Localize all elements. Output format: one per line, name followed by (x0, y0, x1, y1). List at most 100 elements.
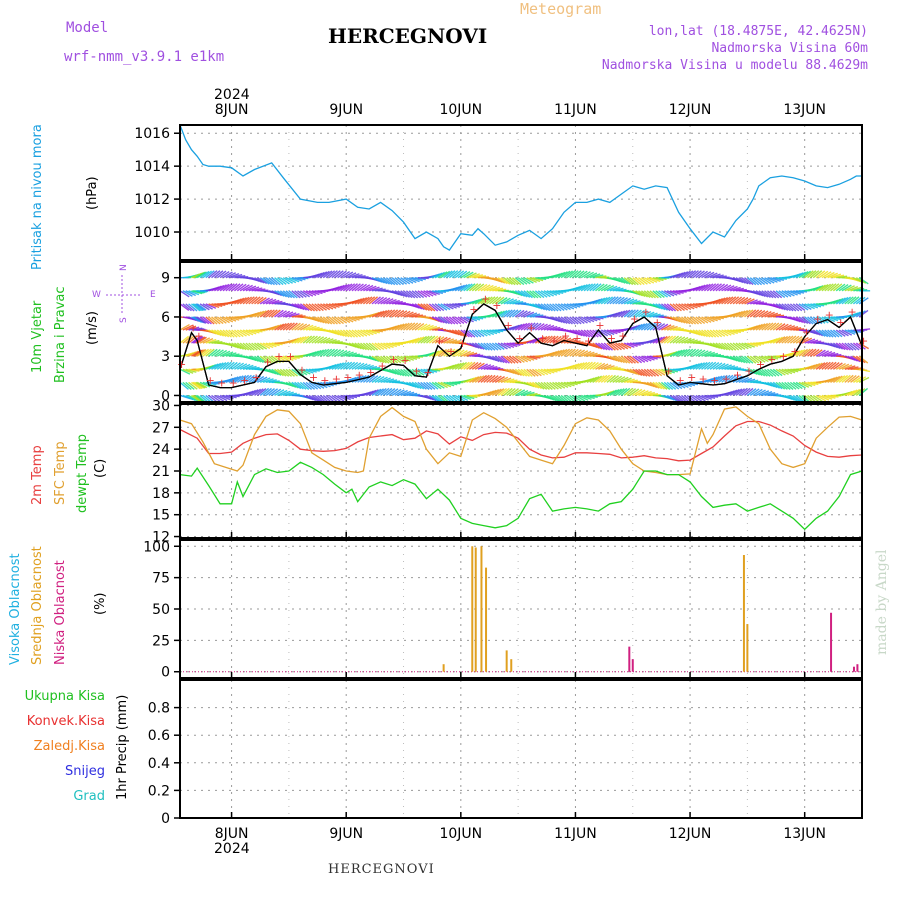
wind-arrow (767, 355, 779, 360)
wind-arrow (741, 377, 753, 384)
wind-arrow (838, 296, 849, 305)
wind-arrow (701, 271, 712, 279)
wind-arrow (463, 271, 474, 279)
wind-arrow (371, 296, 381, 305)
wind-arrow (411, 368, 422, 377)
wind-arrow (761, 355, 772, 362)
wind-arrow (566, 348, 576, 357)
top-year-label: 2024 (214, 87, 250, 103)
wind-arrow (635, 309, 645, 318)
wind-arrow (858, 387, 869, 396)
wind-arrow (500, 355, 510, 364)
wind-arrow (698, 394, 709, 401)
wind-arrow (695, 316, 706, 324)
wind-arrow (841, 364, 853, 370)
wind-arrow (818, 270, 829, 279)
wind-arrow (692, 329, 703, 337)
wind-arrow (643, 277, 655, 284)
wind-arrow (807, 339, 819, 344)
wind-arrow (712, 316, 724, 320)
wind-arrow (838, 363, 850, 370)
wind-arrow (526, 381, 537, 388)
wind-arrow (279, 355, 291, 362)
wind-arrow (208, 339, 220, 344)
wind-arrow (724, 285, 735, 292)
wind-arrow (698, 361, 708, 370)
wind-arrow (729, 286, 741, 292)
wind-arrow (563, 270, 574, 279)
wind-arrow (660, 381, 671, 390)
wind-arrow (850, 388, 861, 397)
wind-arrow (589, 361, 599, 370)
wind-arrow (285, 312, 297, 318)
wind-arrow (449, 340, 461, 344)
wind-arrow (606, 342, 616, 351)
wind-arrow (509, 299, 521, 305)
wind-arrow (655, 303, 666, 311)
wind-arrow (832, 342, 844, 350)
wind-arrow (351, 283, 361, 292)
wind-arrow (546, 335, 556, 344)
wind-arrow (769, 337, 781, 344)
wind-arrow (801, 348, 811, 357)
wind-arrow (749, 355, 760, 364)
wind-arrow (454, 270, 465, 279)
panel-frame (179, 403, 863, 539)
wind-arrow (649, 355, 661, 359)
top-day-label: 9JUN (329, 102, 363, 118)
wind-arrow (517, 310, 528, 318)
wind-arrow (809, 348, 820, 357)
wind-arrow (434, 349, 445, 357)
frame-layer (174, 124, 863, 819)
wind-arrow (746, 277, 757, 286)
wind-arrow (517, 290, 528, 298)
wind-arrow (311, 303, 321, 312)
wind-arrow (812, 285, 824, 292)
wind-arrow (703, 283, 714, 292)
wind-arrow (242, 374, 252, 383)
gust-marker: + (286, 350, 295, 363)
wind-arrow (469, 376, 480, 383)
gust-marker: + (263, 355, 272, 368)
gust-marker: + (676, 374, 685, 387)
wind-arrow (640, 322, 651, 331)
wind-arrow (566, 270, 576, 279)
wind-arrow (394, 389, 405, 397)
wind-arrow (248, 375, 258, 383)
wind-arrow (523, 355, 535, 361)
wind-arrow (830, 342, 841, 349)
wind-arrow (833, 297, 844, 305)
gust-marker: + (446, 345, 455, 358)
wind-arrow (546, 303, 556, 312)
wind-arrow (460, 350, 472, 357)
wind-arrow (635, 368, 645, 377)
wind-arrow (549, 394, 560, 402)
wind-arrow (417, 335, 428, 344)
wind-arrow (408, 381, 420, 389)
wind-arrow (692, 362, 703, 370)
wind-arrow (772, 336, 783, 344)
wind-arrow (454, 316, 465, 325)
wind-arrow (807, 316, 817, 325)
wind-arrow (827, 352, 839, 357)
wind-arrow (411, 322, 422, 331)
wind-arrow (334, 316, 344, 325)
wind-arrow (692, 316, 703, 325)
wind-arrow (592, 362, 603, 370)
wind-arrow (546, 381, 556, 390)
wind-arrow (391, 309, 402, 318)
wind-arrow (534, 323, 545, 331)
wind-arrow (847, 355, 858, 362)
wind-arrow (500, 387, 510, 396)
y-tick-label: 0.8 (148, 701, 170, 717)
wind-arrow (483, 374, 493, 383)
wind-arrow (299, 290, 310, 298)
wind-arrow (715, 297, 726, 305)
wind-arrow (506, 342, 518, 348)
wind-arrow (643, 290, 654, 299)
wind-arrow (772, 290, 783, 299)
y-tick-label: 3 (161, 349, 170, 365)
wind-arrow (245, 374, 255, 383)
wind-arrow (236, 363, 248, 370)
wind-arrow (288, 337, 300, 344)
